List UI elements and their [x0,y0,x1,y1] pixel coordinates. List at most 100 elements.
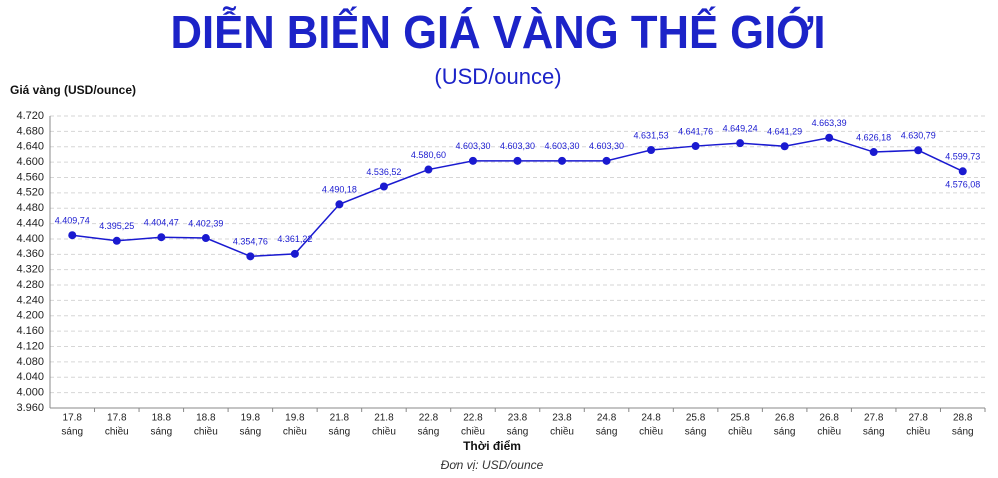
value-label: 4.409,74 [55,216,90,226]
y-tick-label: 4.640 [16,141,44,153]
x-tick-label: sáng [61,427,83,438]
x-tick-label: chiều [550,426,574,438]
point [335,200,344,209]
x-tick-label: chiều [283,426,307,438]
point [112,236,121,245]
point [513,156,522,165]
x-tick-label: sáng [150,427,172,438]
x-tick-label: 27.8 [908,413,928,424]
y-tick-label: 4.520 [16,187,44,199]
point [246,252,255,261]
point [424,165,433,174]
point [647,145,656,154]
x-tick-label: 19.8 [241,413,261,424]
y-tick-label: 4.400 [16,233,44,245]
x-tick-label: sáng [863,427,885,438]
value-label: 4.490,18 [322,185,357,195]
y-tick-label: 4.040 [16,371,44,383]
x-tick-label: sáng [685,427,707,438]
x-tick-label: chiều [639,426,663,438]
x-tick-label: 23.8 [508,413,528,424]
x-tick-label: 22.8 [463,413,483,424]
value-label: 4.603,30 [589,141,624,151]
point [958,167,967,176]
value-label: 4.576,08 [945,180,980,190]
x-tick-label: 27.8 [864,413,884,424]
y-tick-label: 4.120 [16,340,44,352]
unit-note: Đơn vị: USD/ounce [441,458,544,472]
x-tick-label: 22.8 [419,413,439,424]
x-tick-label: 21.8 [330,413,350,424]
value-label: 4.580,60 [411,150,446,160]
y-tick-label: 4.320 [16,264,44,276]
x-tick-label: 18.8 [152,413,172,424]
x-axis-title: Thời điểm [463,439,521,453]
y-tick-label: 4.160 [16,325,44,337]
chart-title: DIỄN BIẾN GIÁ VÀNG THẾ GIỚI [171,6,826,58]
annotation: 4.599,73 [945,152,980,162]
point [201,234,210,243]
x-tick-label: 18.8 [196,413,216,424]
x-tick-label: sáng [418,427,440,438]
x-tick-label: 25.8 [686,413,706,424]
value-label: 4.354,76 [233,237,268,247]
x-tick-label: 19.8 [285,413,305,424]
point [468,156,477,165]
value-label: 4.631,53 [634,130,669,140]
point [602,156,611,165]
x-tick-label: chiều [105,426,129,438]
x-tick-label: chiều [461,426,485,438]
x-tick-label: chiều [372,426,396,438]
x-tick-label: 25.8 [730,413,750,424]
x-tick-label: sáng [329,427,351,438]
y-tick-label: 4.680 [16,125,44,137]
value-label: 4.626,18 [856,132,891,142]
x-tick-label: 26.8 [819,413,839,424]
value-label: 4.603,30 [500,141,535,151]
chart-subtitle: (USD/ounce) [434,64,561,89]
x-tick-label: 23.8 [552,413,572,424]
x-tick-label: 28.8 [953,413,973,424]
point [68,231,77,240]
point [691,142,700,151]
y-tick-label: 4.600 [16,156,44,168]
x-tick-label: 17.8 [107,413,127,424]
x-tick-label: chiều [194,426,218,438]
value-label: 4.402,39 [188,218,223,228]
point [869,148,878,157]
point [825,133,834,142]
value-label: 4.395,25 [99,221,134,231]
y-tick-label: 3.960 [16,402,44,414]
y-tick-label: 4.720 [16,110,44,122]
y-tick-label: 4.200 [16,310,44,322]
value-label: 4.630,79 [901,131,936,141]
x-tick-label: 24.8 [641,413,661,424]
value-label: 4.641,29 [767,127,802,137]
y-tick-label: 4.480 [16,202,44,214]
y-tick-label: 4.560 [16,171,44,183]
y-tick-label: 4.280 [16,279,44,291]
x-tick-label: sáng [952,427,974,438]
value-label: 4.361,22 [277,234,312,244]
point [157,233,166,242]
x-tick-label: 17.8 [63,413,83,424]
x-tick-label: sáng [507,427,529,438]
y-axis-title: Giá vàng (USD/ounce) [10,83,136,97]
y-tick-label: 4.240 [16,294,44,306]
y-tick-label: 4.360 [16,248,44,260]
y-tick-label: 4.440 [16,217,44,229]
point [914,146,923,155]
value-label: 4.641,76 [678,126,713,136]
x-tick-label: sáng [596,427,618,438]
value-label: 4.536,52 [366,167,401,177]
y-tick-label: 4.000 [16,387,44,399]
x-tick-label: chiều [728,426,752,438]
x-tick-label: chiều [817,426,841,438]
point [780,142,789,151]
x-tick-label: sáng [774,427,796,438]
x-tick-label: sáng [240,427,262,438]
value-label: 4.649,24 [723,124,758,134]
value-label: 4.404,47 [144,218,179,228]
value-label: 4.603,30 [545,141,580,151]
